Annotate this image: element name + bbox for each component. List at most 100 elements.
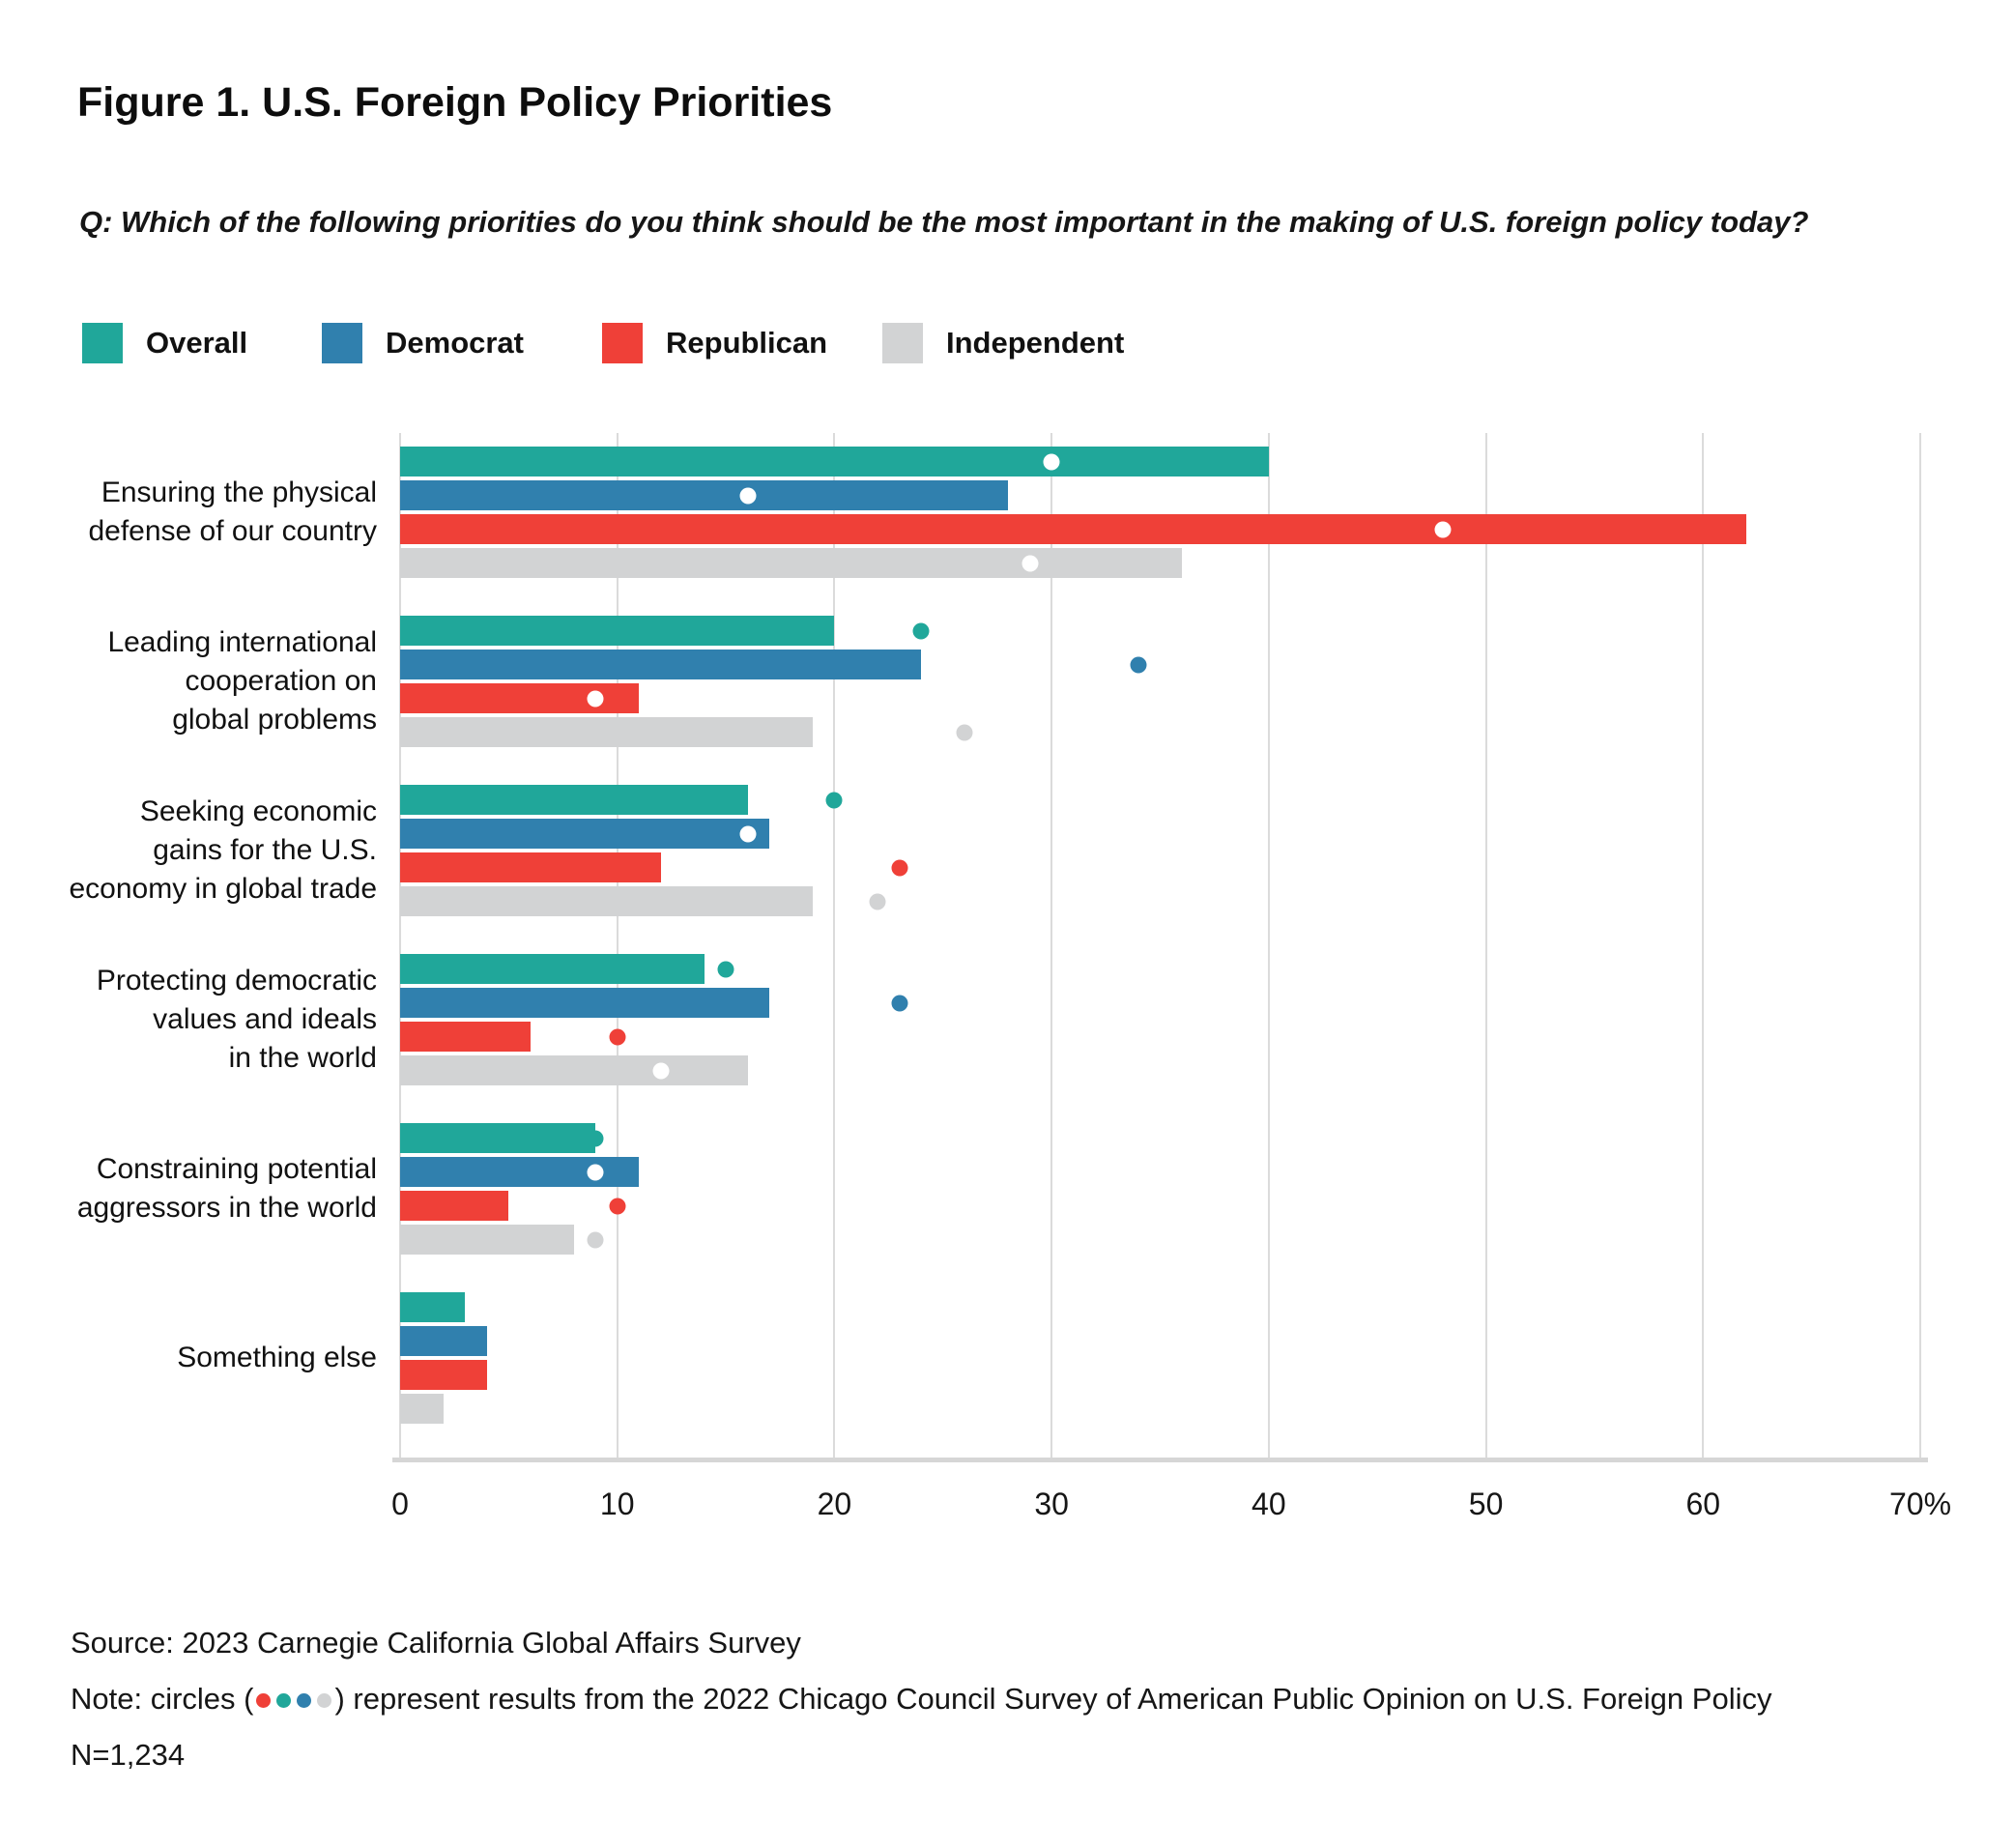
legend-item-democrat: Democrat: [322, 323, 524, 363]
bar-group-6: [400, 1292, 1920, 1424]
bar-group-2: [400, 616, 1920, 747]
note-dot-icon: [317, 1693, 332, 1709]
category-label: Seeking economic gains for the U.S. econ…: [69, 795, 377, 905]
category-label: Ensuring the physical defense of our cou…: [88, 476, 377, 547]
gridline-50: [1484, 433, 1487, 1459]
gridline-0: [399, 433, 401, 1459]
source-note: Source: 2023 Carnegie California Global …: [71, 1626, 801, 1660]
bar-republican: [400, 514, 1747, 544]
x-tick-label: 0: [391, 1487, 409, 1521]
bar-group-5: [400, 1123, 1920, 1255]
survey-2022-dot-overall: [912, 622, 930, 639]
bar-democrat: [400, 480, 1009, 510]
gridline-60: [1702, 433, 1705, 1459]
bar-democrat: [400, 1326, 487, 1356]
bar-group-1: [400, 447, 1920, 578]
bar-republican: [400, 1022, 531, 1052]
bar-overall: [400, 954, 705, 984]
survey-2022-dot-overall: [825, 792, 843, 808]
survey-2022-dot-independent: [587, 1231, 604, 1248]
legend-swatch-icon: [602, 323, 643, 363]
x-tick-label: 60: [1685, 1487, 1721, 1521]
survey-2022-dot-republican: [609, 1198, 626, 1214]
chart-note-prefix: Note: circles (: [71, 1682, 254, 1716]
category-label: Protecting democratic values and ideals …: [96, 965, 377, 1074]
legend-swatch-icon: [82, 323, 123, 363]
survey-2022-dot-overall: [1043, 453, 1060, 470]
legend-label: Independent: [946, 326, 1125, 360]
bar-overall: [400, 616, 835, 646]
bar-group-3: [400, 785, 1920, 916]
survey-2022-dot-democrat: [587, 1164, 604, 1180]
x-tick-label: 70%: [1888, 1487, 1952, 1521]
category-label: Leading international cooperation on glo…: [107, 626, 377, 736]
category-label: Constraining potential aggressors in the…: [76, 1153, 377, 1224]
gridline-20: [833, 433, 836, 1459]
survey-2022-dot-democrat: [891, 995, 908, 1011]
x-tick-label: 10: [599, 1487, 635, 1521]
x-tick-label: 40: [1252, 1487, 1286, 1521]
x-tick-label: 50: [1468, 1487, 1504, 1521]
bar-independent: [400, 1055, 748, 1085]
survey-2022-dot-overall: [717, 961, 734, 977]
bar-overall: [400, 447, 1269, 476]
bar-chart-plot-area: [392, 433, 1928, 1462]
legend-swatch-icon: [322, 323, 362, 363]
legend-label: Overall: [146, 326, 248, 360]
legend: Overall Democrat Republican Independent: [0, 323, 2014, 365]
legend-swatch-icon: [882, 323, 923, 363]
bar-democrat: [400, 819, 769, 849]
bar-independent: [400, 1225, 574, 1255]
legend-label: Democrat: [386, 326, 524, 360]
x-axis: 0 10 20 30 40 50 60 70%: [391, 1487, 1951, 1525]
survey-2022-dot-independent: [1021, 555, 1039, 571]
survey-2022-dot-republican: [587, 690, 604, 707]
gridline-10: [616, 433, 619, 1459]
survey-2022-dot-democrat: [1130, 656, 1147, 673]
bar-overall: [400, 785, 748, 815]
figure-title: Figure 1. U.S. Foreign Policy Priorities: [77, 79, 833, 126]
note-dot-icon: [256, 1693, 272, 1709]
bar-republican: [400, 1360, 487, 1390]
legend-label: Republican: [666, 326, 828, 360]
x-tick-label: 30: [1034, 1487, 1069, 1521]
category-label: Something else: [177, 1342, 377, 1373]
survey-2022-dot-republican: [891, 859, 908, 876]
x-tick-label: 20: [817, 1487, 852, 1521]
bar-republican: [400, 1191, 509, 1221]
survey-2022-dot-independent: [956, 724, 973, 740]
survey-2022-dot-republican: [609, 1028, 626, 1045]
survey-2022-dot-democrat: [739, 825, 757, 842]
bar-independent: [400, 717, 813, 747]
x-axis-line: [392, 1458, 1928, 1462]
survey-question: Q: Which of the following priorities do …: [79, 205, 1809, 239]
chart-note-suffix: ) represent results from the 2022 Chicag…: [334, 1682, 1772, 1716]
legend-item-republican: Republican: [602, 323, 827, 363]
bar-independent: [400, 1394, 444, 1424]
legend-item-overall: Overall: [82, 323, 247, 363]
note-dot-icon: [297, 1693, 312, 1709]
bar-democrat: [400, 988, 769, 1018]
bar-republican: [400, 852, 661, 882]
chart-note: Note: circles ( ) represent results from …: [71, 1682, 1771, 1717]
gridline-40: [1267, 433, 1270, 1459]
survey-2022-dot-overall: [587, 1130, 604, 1146]
survey-2022-dot-independent: [869, 893, 886, 910]
survey-2022-dot-democrat: [739, 487, 757, 504]
bar-overall: [400, 1292, 466, 1322]
bar-democrat: [400, 650, 922, 679]
note-legend-dots: [253, 1682, 334, 1716]
bar-group-4: [400, 954, 1920, 1085]
note-dot-icon: [276, 1693, 292, 1709]
legend-item-independent: Independent: [882, 323, 1124, 363]
survey-2022-dot-republican: [1434, 521, 1452, 537]
sample-size: N=1,234: [71, 1738, 186, 1772]
bar-independent: [400, 548, 1182, 578]
survey-2022-dot-independent: [652, 1062, 670, 1079]
footer: Source: 2023 Carnegie California Global …: [71, 1626, 1771, 1794]
bar-independent: [400, 886, 813, 916]
gridline-30: [1050, 433, 1053, 1459]
bar-overall: [400, 1123, 596, 1153]
gridline-70%: [1919, 433, 1921, 1459]
